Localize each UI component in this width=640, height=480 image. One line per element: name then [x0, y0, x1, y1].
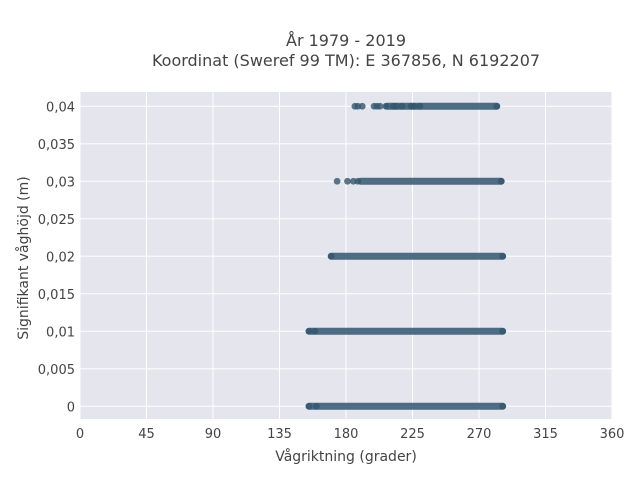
x-tick-label: 45 — [138, 427, 155, 442]
x-tick-label: 270 — [467, 427, 492, 442]
y-tick-label: 0,01 — [46, 325, 75, 340]
data-point — [305, 327, 313, 335]
data-point — [344, 177, 351, 185]
y-tick-label: 0,035 — [38, 138, 75, 153]
x-tick-label: 180 — [334, 427, 359, 442]
y-tick-label: 0,03 — [46, 175, 75, 190]
y-axis-title: Signifikant våghöjd (m) — [15, 176, 32, 339]
data-point — [327, 252, 335, 260]
x-tick-label: 360 — [600, 427, 625, 442]
x-tick-label: 225 — [400, 427, 425, 442]
data-point — [354, 177, 362, 185]
data-point — [305, 402, 313, 410]
data-point — [499, 327, 507, 335]
data-point — [311, 327, 319, 335]
x-tick-label: 135 — [267, 427, 292, 442]
x-axis-title: Vågriktning (grader) — [275, 448, 417, 465]
data-point — [493, 102, 501, 110]
x-tick-label: 90 — [205, 427, 222, 442]
y-tick-label: 0 — [67, 400, 75, 415]
data-point — [398, 102, 406, 110]
data-point — [313, 402, 320, 410]
x-tick-label: 0 — [76, 427, 84, 442]
chart-title-line-1: År 1979 - 2019 — [286, 31, 406, 50]
y-axis-ticks: 0 0,005 0,01 0,015 0,02 0,025 0,03 0,035 0,04 — [38, 100, 75, 415]
data-point — [376, 102, 384, 110]
data-markers — [305, 102, 507, 410]
chart-title-line-2: Koordinat (Sweref 99 TM): E 367856, N 61… — [152, 51, 540, 70]
y-tick-label: 0,02 — [46, 250, 75, 265]
data-point — [392, 102, 400, 110]
data-point — [382, 102, 390, 110]
y-tick-label: 0,005 — [38, 363, 75, 378]
data-point — [499, 252, 507, 260]
data-point — [497, 177, 505, 185]
data-point — [499, 402, 507, 410]
data-point — [410, 102, 418, 110]
y-tick-label: 0,025 — [38, 213, 75, 228]
data-point — [358, 102, 366, 110]
data-point — [416, 102, 424, 110]
x-tick-label: 315 — [533, 427, 558, 442]
y-tick-label: 0,04 — [46, 100, 75, 115]
data-point — [333, 177, 341, 185]
y-tick-label: 0,015 — [38, 288, 75, 303]
x-axis-ticks: 0 45 90 135 180 225 270 315 360 — [76, 427, 625, 442]
